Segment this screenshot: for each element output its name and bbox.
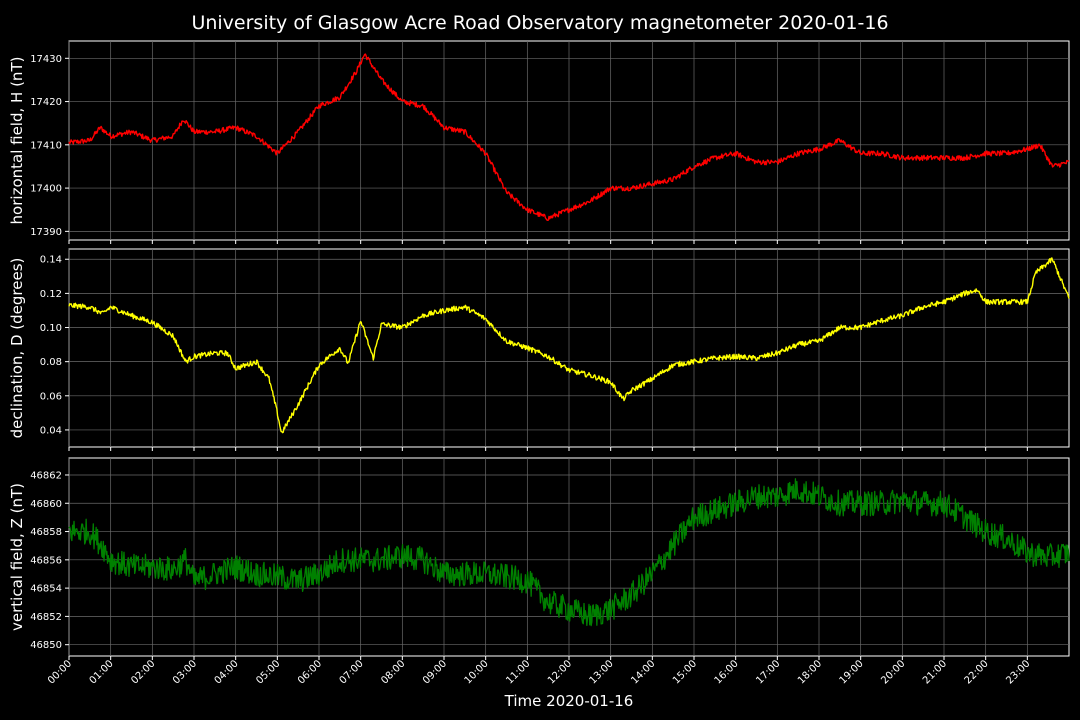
x-tick-label: 20:00: [879, 658, 907, 686]
y-tick-label: 0.04: [40, 425, 62, 436]
y-tick-label: 46850: [30, 640, 62, 651]
y-axis-label-declination: declination, D (degrees): [8, 258, 26, 439]
y-tick-label: 0.14: [40, 255, 62, 266]
x-tick-label: 03:00: [171, 658, 199, 686]
y-axis-label-vertical-field: vertical field, Z (nT): [8, 483, 26, 631]
x-tick-label: 01:00: [88, 658, 116, 686]
y-tick-label: 46858: [30, 527, 62, 538]
x-axis-label: Time 2020-01-16: [504, 692, 634, 710]
x-tick-label: 12:00: [546, 658, 574, 686]
x-tick-label: 23:00: [1004, 658, 1032, 686]
x-tick-label: 07:00: [338, 658, 366, 686]
y-tick-label: 17390: [30, 227, 62, 238]
y-tick-label: 17400: [30, 184, 62, 195]
y-tick-label: 17420: [30, 97, 62, 108]
x-tick-label: 16:00: [713, 658, 741, 686]
x-tick-label: 11:00: [504, 658, 532, 686]
x-tick-label: 06:00: [296, 658, 324, 686]
y-tick-label: 46852: [30, 612, 62, 623]
y-tick-label: 17410: [30, 140, 62, 151]
series-line-vertical-field: [68, 478, 1070, 627]
panel-horizontal-field: 17390 17400 17410 17420 17430 horizontal fiel…: [8, 40, 1070, 244]
x-tick-label: 00:00: [46, 658, 74, 686]
y-tick-label: 46862: [30, 470, 62, 481]
x-tick-label: 15:00: [671, 658, 699, 686]
y-tick-label: 46860: [30, 499, 62, 510]
y-tick-label: 0.06: [40, 391, 62, 402]
y-tick-label: 17430: [30, 54, 62, 65]
y-tick-label: 46856: [30, 555, 62, 566]
x-tick-label: 08:00: [379, 658, 407, 686]
x-tick-label: 14:00: [629, 658, 657, 686]
x-tick-label: 02:00: [129, 658, 157, 686]
y-axis-label-horizontal-field: horizontal field, H (nT): [8, 57, 26, 225]
x-tick-label: 17:00: [754, 658, 782, 686]
x-tick-label: 13:00: [588, 658, 616, 686]
x-tick-label: 04:00: [213, 658, 241, 686]
y-tick-label: 0.10: [40, 323, 62, 334]
x-tick-label: 10:00: [463, 658, 491, 686]
x-tick-label: 18:00: [796, 658, 824, 686]
chart-title: University of Glasgow Acre Road Observat…: [191, 12, 888, 34]
x-tick-label: 19:00: [838, 658, 866, 686]
y-tick-label: 46854: [30, 584, 62, 595]
x-tick-label: 09:00: [421, 658, 449, 686]
series-line-horizontal-field: [68, 53, 1070, 222]
y-tick-label: 0.08: [40, 357, 62, 368]
x-axis-ticks: 00:00 01:00 02:00 03:00 04:00 05:00 06:00 07:00…: [46, 658, 1032, 686]
series-line-declination: [68, 257, 1070, 434]
x-tick-label: 22:00: [963, 658, 991, 686]
panel-vertical-field: 46850 46852 46854 46856 46858 46860 46862 verti…: [8, 457, 1070, 660]
y-tick-label: 0.12: [40, 289, 62, 300]
x-tick-label: 21:00: [921, 658, 949, 686]
x-tick-label: 05:00: [254, 658, 282, 686]
panel-declination: 0.04 0.06 0.08 0.10 0.12 0.14 declination, D (…: [8, 248, 1070, 451]
